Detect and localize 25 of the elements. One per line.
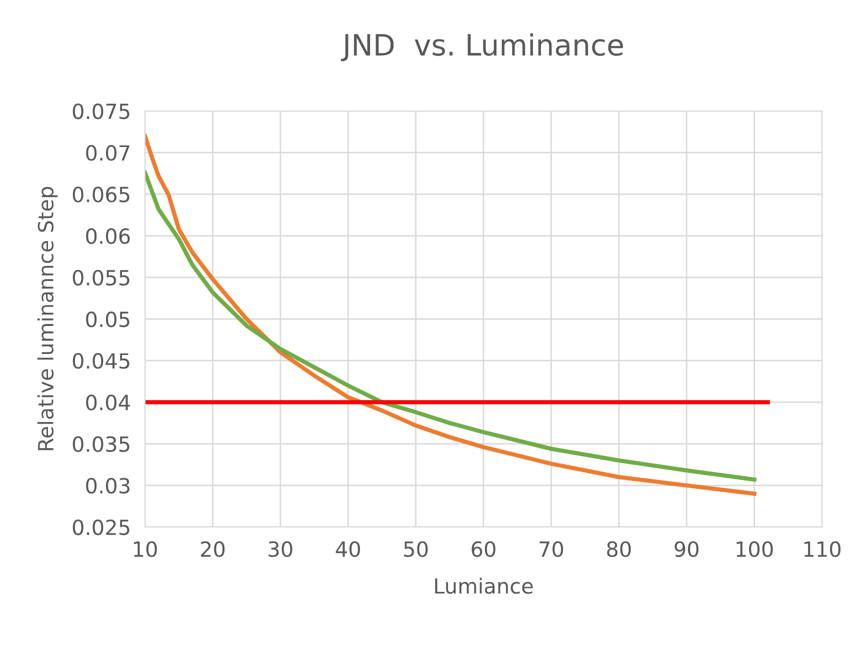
y-tick-label: 0.04 (86, 394, 130, 410)
y-tick-label: 0.03 (86, 478, 130, 494)
x-tick-label: 60 (472, 541, 496, 558)
y-tick-label: 0.075 (72, 103, 130, 120)
x-tick-label: 10 (134, 541, 157, 558)
x-tick-label: 20 (200, 541, 225, 558)
x-tick-label: 90 (674, 541, 698, 558)
chart-title: JND vs. Luminance (341, 33, 623, 62)
y-tick-label: 0.035 (72, 436, 130, 452)
x-tick-label: 80 (607, 541, 631, 558)
y-tick-label: 0.06 (86, 228, 130, 244)
y-tick-label: 0.045 (72, 353, 130, 369)
y-axis-title: Relative luminannce Step (37, 186, 58, 450)
x-tick-label: 110 (804, 541, 840, 558)
y-tick-label: 0.055 (72, 270, 130, 286)
y-tick-label: 0.07 (86, 145, 130, 161)
x-tick-label: 40 (336, 541, 360, 558)
y-tick-label: 0.065 (72, 186, 130, 202)
x-tick-label: 50 (404, 541, 428, 558)
x-tick-label: 100 (736, 541, 773, 558)
x-tick-label: 30 (268, 541, 292, 558)
x-axis-title: Lumiance (435, 578, 533, 594)
y-tick-label: 0.025 (72, 519, 130, 536)
x-tick-label: 70 (540, 541, 564, 558)
y-tick-label: 0.05 (86, 311, 130, 328)
